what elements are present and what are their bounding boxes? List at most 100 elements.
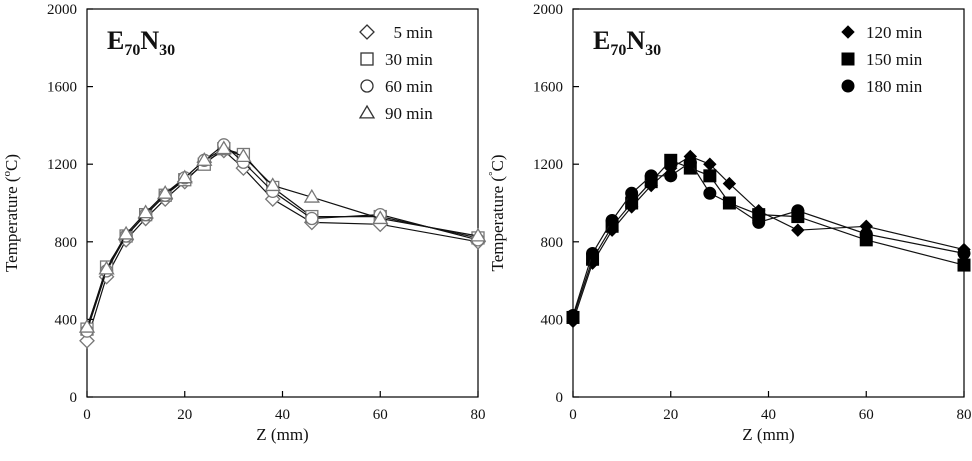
y-axis-title-degree: °	[487, 172, 499, 176]
chart-panel-1: 0 400 800 1200 1600 2000 0 20 40 60 80 Z (mm) Temper…	[1, 2, 487, 444]
data-point	[664, 169, 678, 183]
data-point	[664, 153, 678, 167]
x-tick-label: 40	[275, 407, 290, 423]
legend-marker	[360, 52, 374, 66]
data-point	[235, 148, 252, 162]
y-tick-label: 0	[556, 390, 564, 406]
data-point	[722, 176, 737, 191]
legend-marker	[841, 52, 855, 66]
y-tick-label: 1600	[533, 80, 563, 96]
x-tick-label: 0	[569, 407, 577, 423]
legend-label: 60 min	[385, 77, 433, 96]
data-point	[264, 177, 281, 192]
data-point	[303, 188, 320, 203]
data-point	[791, 204, 805, 218]
x-tick-label: 20	[177, 407, 192, 423]
data-point	[79, 332, 95, 349]
x-tick-label: 60	[373, 407, 388, 423]
series-60-min	[80, 138, 485, 338]
x-tick-label: 60	[859, 407, 874, 423]
legend-label: 180 min	[866, 77, 923, 96]
data-point	[703, 186, 717, 200]
x-tick-label: 40	[761, 407, 776, 423]
x-axis-title: Z (mm)	[256, 425, 308, 444]
legend-label: 120 min	[866, 23, 923, 42]
y-tick-label: 2000	[47, 2, 77, 18]
data-point	[605, 213, 619, 227]
x-tick-label: 20	[663, 407, 678, 423]
x-tick-label: 80	[471, 407, 486, 423]
y-tick-label: 800	[541, 235, 564, 251]
panel-label-sub1: 70	[610, 42, 626, 59]
legend-marker	[841, 25, 855, 39]
series-line	[572, 155, 965, 322]
legend: 120 min 150 min 180 min	[841, 23, 923, 96]
series-line	[572, 161, 965, 316]
y-tick-label: 2000	[533, 2, 563, 18]
series-30-min	[80, 142, 485, 336]
data-point	[586, 246, 600, 260]
x-axis-title: Z (mm)	[742, 425, 794, 444]
series-180-min	[566, 155, 971, 323]
data-point	[469, 227, 487, 242]
data-point	[957, 246, 971, 260]
data-point	[372, 210, 389, 225]
y-tick-label: 1600	[47, 80, 77, 96]
data-point	[625, 186, 639, 200]
series-5-min	[79, 142, 486, 349]
panel-label: E70N30	[593, 26, 661, 59]
series-120-min	[566, 149, 971, 329]
data-point	[215, 140, 232, 155]
chart-panel-2: 0 400 800 1200 1600 2000 0 20 40 60 80 Z (mm) Temper…	[487, 2, 972, 444]
y-tick-label: 1200	[47, 157, 77, 173]
data-point	[957, 258, 971, 272]
y-tick-label: 400	[541, 312, 564, 328]
data-point	[117, 225, 135, 240]
y-axis-title-unit: C)	[2, 154, 21, 171]
y-tick-label: 0	[70, 390, 78, 406]
data-point	[722, 196, 736, 210]
series-line	[86, 144, 479, 332]
legend-marker	[360, 79, 374, 93]
data-point	[137, 204, 154, 219]
panel-label-e: E	[107, 26, 124, 55]
series-150-min	[566, 153, 971, 324]
panel-label-sub1: 70	[124, 42, 140, 59]
data-point	[176, 169, 193, 184]
legend-marker	[841, 79, 855, 93]
panel-label-sub2: 30	[645, 42, 661, 59]
data-point	[703, 169, 717, 183]
data-point	[98, 260, 115, 275]
data-point	[791, 223, 805, 237]
series-line	[86, 148, 479, 330]
data-point	[566, 309, 580, 323]
data-point	[157, 185, 174, 199]
data-point	[644, 169, 658, 183]
panel-label-n: N	[140, 26, 159, 55]
y-axis-title: Temperature (°C)	[487, 155, 507, 272]
panel-label-n: N	[626, 26, 645, 55]
legend-label: 150 min	[866, 50, 923, 69]
legend-marker	[358, 104, 376, 119]
data-point	[305, 211, 319, 226]
series-90-min	[78, 140, 487, 333]
data-point	[752, 215, 766, 229]
y-axis-title-degree: o	[1, 170, 13, 176]
data-point	[683, 155, 697, 169]
legend-label: 5 min	[385, 23, 433, 42]
series-line	[86, 149, 479, 341]
series-line	[86, 148, 479, 328]
y-axis-title-main: Temperature (	[2, 176, 21, 272]
legend-label: 90 min	[385, 104, 433, 123]
x-tick-label: 0	[83, 407, 91, 423]
data-point	[78, 318, 96, 333]
y-tick-label: 1200	[533, 157, 563, 173]
panel-label: E70N30	[107, 26, 175, 59]
data-point	[196, 152, 213, 166]
panel-label-sub2: 30	[159, 42, 175, 59]
series-line	[572, 159, 965, 318]
y-tick-label: 400	[55, 312, 78, 328]
legend: 5 min 30 min 60 min 90 min	[358, 23, 433, 123]
